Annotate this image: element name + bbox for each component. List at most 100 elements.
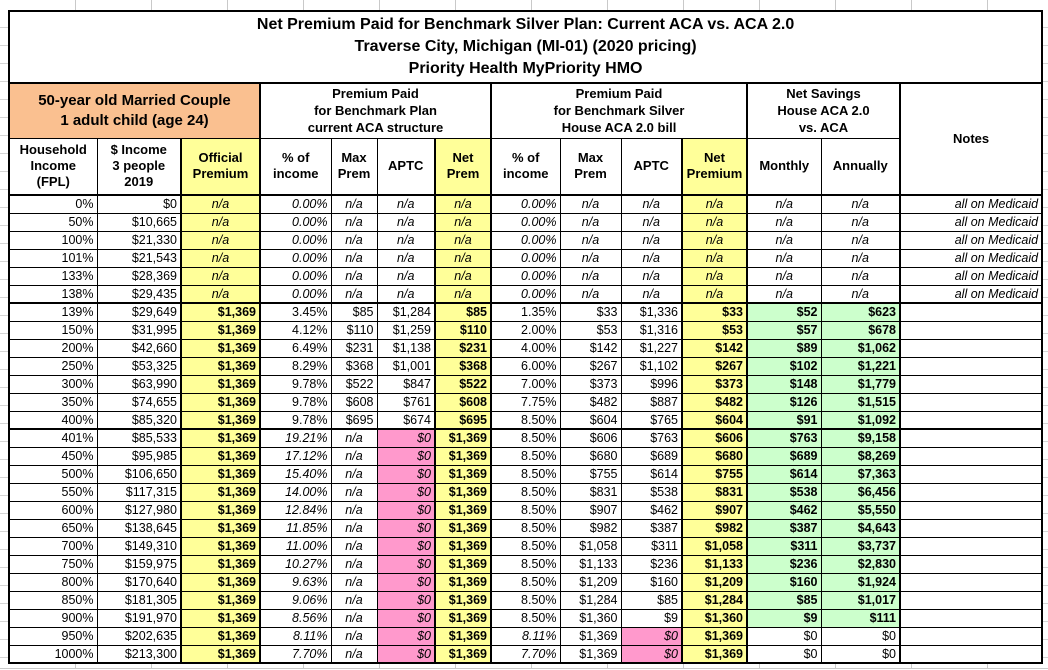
cell-notes[interactable]: all on Medicaid: [898, 212, 1043, 232]
cell-aptc-aca2[interactable]: $1,336: [620, 302, 683, 322]
cell-max-prem-aca2[interactable]: n/a: [559, 194, 622, 214]
cell-pct-income-aca2[interactable]: 8.11%: [490, 626, 561, 646]
cell-aptc-aca2[interactable]: $887: [620, 392, 683, 412]
cell-net-prem-aca[interactable]: $1,369: [434, 626, 492, 646]
cell-pct-income-aca2[interactable]: 0.00%: [490, 266, 561, 286]
cell-official-premium[interactable]: n/a: [180, 266, 261, 286]
cell-aptc-aca[interactable]: n/a: [376, 230, 436, 250]
cell-official-premium[interactable]: $1,369: [180, 590, 261, 610]
cell-max-prem-aca2[interactable]: $1,369: [559, 644, 622, 664]
cell-net-premium-aca2[interactable]: $1,360: [681, 608, 748, 628]
cell-income[interactable]: $31,995: [96, 320, 182, 340]
cell-aptc-aca2[interactable]: $1,102: [620, 356, 683, 376]
cell-aptc-aca[interactable]: $0: [376, 536, 436, 556]
cell-net-premium-aca2[interactable]: $604: [681, 410, 748, 430]
cell-aptc-aca2[interactable]: $236: [620, 554, 683, 574]
cell-aptc-aca[interactable]: n/a: [376, 194, 436, 214]
cell-pct-income-aca[interactable]: 11.00%: [259, 536, 332, 556]
cell-savings-monthly[interactable]: $85: [746, 590, 822, 610]
cell-aptc-aca[interactable]: $0: [376, 608, 436, 628]
cell-pct-income-aca2[interactable]: 2.00%: [490, 320, 561, 340]
cell-net-prem-aca[interactable]: $1,369: [434, 590, 492, 610]
cell-max-prem-aca[interactable]: $85: [330, 302, 378, 322]
cell-pct-income-aca2[interactable]: 7.00%: [490, 374, 561, 394]
cell-net-prem-aca[interactable]: $1,369: [434, 428, 492, 448]
cell-income[interactable]: $213,300: [96, 644, 182, 664]
cell-notes[interactable]: [898, 644, 1043, 664]
cell-official-premium[interactable]: $1,369: [180, 428, 261, 448]
cell-official-premium[interactable]: $1,369: [180, 320, 261, 340]
cell-official-premium[interactable]: $1,369: [180, 608, 261, 628]
cell-net-premium-aca2[interactable]: $1,133: [681, 554, 748, 574]
cell-max-prem-aca[interactable]: n/a: [330, 446, 378, 466]
cell-max-prem-aca2[interactable]: $373: [559, 374, 622, 394]
cell-fpl[interactable]: 139%: [8, 302, 98, 322]
cell-aptc-aca[interactable]: $761: [376, 392, 436, 412]
cell-net-prem-aca[interactable]: $231: [434, 338, 492, 358]
cell-net-premium-aca2[interactable]: $755: [681, 464, 748, 484]
cell-net-prem-aca[interactable]: n/a: [434, 248, 492, 268]
cell-official-premium[interactable]: $1,369: [180, 374, 261, 394]
column-header-pct-income-aca[interactable]: % of income: [259, 137, 332, 196]
notes-header[interactable]: Notes: [898, 82, 1043, 196]
cell-net-premium-aca2[interactable]: $1,284: [681, 590, 748, 610]
cell-aptc-aca[interactable]: n/a: [376, 248, 436, 268]
cell-aptc-aca[interactable]: $0: [376, 626, 436, 646]
cell-savings-monthly[interactable]: n/a: [746, 266, 822, 286]
cell-max-prem-aca2[interactable]: $1,369: [559, 626, 622, 646]
cell-max-prem-aca[interactable]: n/a: [330, 284, 378, 304]
cell-pct-income-aca2[interactable]: 8.50%: [490, 518, 561, 538]
cell-max-prem-aca2[interactable]: n/a: [559, 284, 622, 304]
cell-pct-income-aca[interactable]: 9.06%: [259, 590, 332, 610]
cell-aptc-aca2[interactable]: n/a: [620, 284, 683, 304]
cell-pct-income-aca[interactable]: 17.12%: [259, 446, 332, 466]
cell-aptc-aca[interactable]: $1,259: [376, 320, 436, 340]
cell-net-prem-aca[interactable]: n/a: [434, 212, 492, 232]
cell-savings-annually[interactable]: n/a: [820, 194, 901, 214]
column-header-aptc-aca2[interactable]: APTC: [620, 137, 683, 196]
cell-aptc-aca2[interactable]: $1,227: [620, 338, 683, 358]
cell-aptc-aca2[interactable]: $765: [620, 410, 683, 430]
cell-aptc-aca[interactable]: $0: [376, 518, 436, 538]
cell-savings-annually[interactable]: $8,269: [820, 446, 901, 466]
cell-net-premium-aca2[interactable]: n/a: [681, 284, 748, 304]
cell-aptc-aca[interactable]: $0: [376, 482, 436, 502]
cell-notes[interactable]: [898, 500, 1043, 520]
cell-fpl[interactable]: 0%: [8, 194, 98, 214]
cell-max-prem-aca[interactable]: n/a: [330, 230, 378, 250]
cell-fpl[interactable]: 400%: [8, 410, 98, 430]
cell-net-premium-aca2[interactable]: $680: [681, 446, 748, 466]
cell-max-prem-aca2[interactable]: n/a: [559, 266, 622, 286]
cell-fpl[interactable]: 450%: [8, 446, 98, 466]
cell-savings-monthly[interactable]: $89: [746, 338, 822, 358]
cell-net-premium-aca2[interactable]: $142: [681, 338, 748, 358]
cell-max-prem-aca2[interactable]: $482: [559, 392, 622, 412]
cell-income[interactable]: $191,970: [96, 608, 182, 628]
cell-aptc-aca2[interactable]: n/a: [620, 194, 683, 214]
cell-income[interactable]: $181,305: [96, 590, 182, 610]
cell-savings-annually[interactable]: $3,737: [820, 536, 901, 556]
cell-notes[interactable]: all on Medicaid: [898, 248, 1043, 268]
cell-savings-monthly[interactable]: $387: [746, 518, 822, 538]
cell-aptc-aca2[interactable]: $311: [620, 536, 683, 556]
cell-official-premium[interactable]: $1,369: [180, 572, 261, 592]
cell-official-premium[interactable]: $1,369: [180, 338, 261, 358]
cell-savings-annually[interactable]: $1,221: [820, 356, 901, 376]
cell-max-prem-aca[interactable]: $608: [330, 392, 378, 412]
column-header-official-premium[interactable]: Official Premium: [180, 137, 261, 196]
column-header-savings-annually[interactable]: Annually: [820, 137, 901, 196]
cell-net-premium-aca2[interactable]: $606: [681, 428, 748, 448]
cell-income[interactable]: $42,660: [96, 338, 182, 358]
cell-fpl[interactable]: 300%: [8, 374, 98, 394]
cell-net-premium-aca2[interactable]: n/a: [681, 212, 748, 232]
cell-savings-annually[interactable]: n/a: [820, 248, 901, 268]
demographic-header[interactable]: 50-year old Married Couple 1 adult child…: [8, 82, 261, 139]
column-header-aptc-aca[interactable]: APTC: [376, 137, 436, 196]
cell-max-prem-aca[interactable]: n/a: [330, 194, 378, 214]
cell-fpl[interactable]: 700%: [8, 536, 98, 556]
cell-pct-income-aca[interactable]: 8.56%: [259, 608, 332, 628]
cell-fpl[interactable]: 200%: [8, 338, 98, 358]
cell-savings-monthly[interactable]: $102: [746, 356, 822, 376]
cell-pct-income-aca2[interactable]: 8.50%: [490, 590, 561, 610]
cell-pct-income-aca2[interactable]: 8.50%: [490, 572, 561, 592]
